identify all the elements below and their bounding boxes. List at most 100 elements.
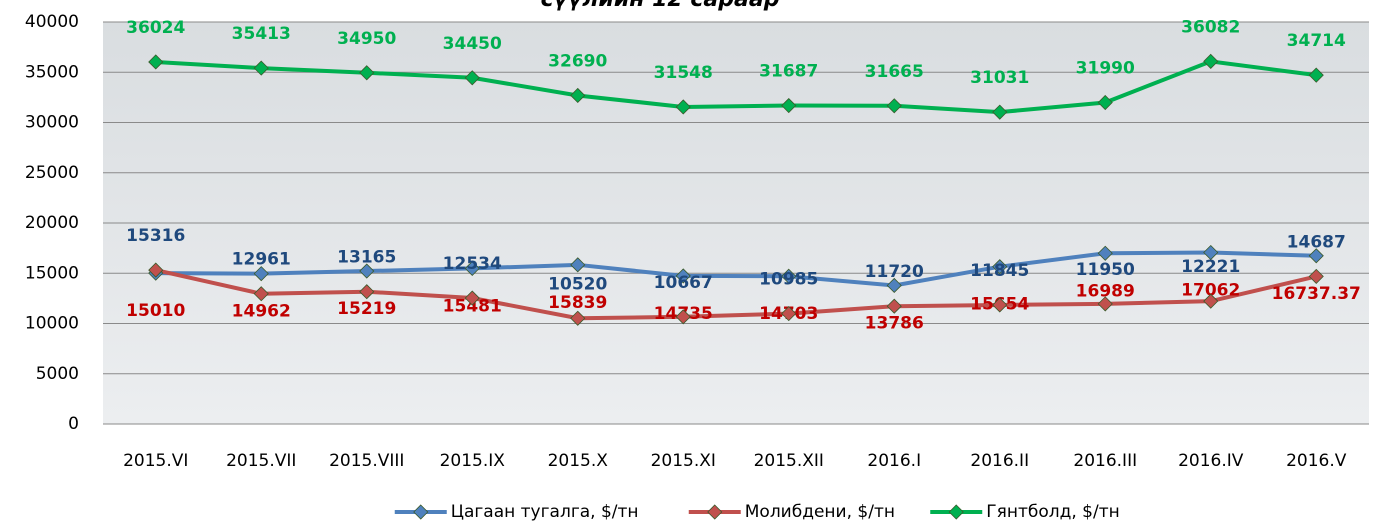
data-point	[359, 284, 375, 300]
y-tick-label: 15000	[25, 263, 79, 283]
x-tick-label: 2016.V	[1286, 451, 1347, 471]
data-point	[464, 70, 480, 86]
data-label: 14687	[1287, 232, 1346, 252]
chart-title: сүүлийн 12 сараар	[541, 0, 780, 12]
y-tick-label: 20000	[25, 213, 79, 233]
data-point	[992, 104, 1008, 120]
data-point	[359, 65, 375, 81]
x-tick-label: 2016.III	[1073, 451, 1137, 471]
legend-marker	[413, 504, 429, 520]
data-label: 35413	[232, 24, 291, 44]
data-label: 17062	[1181, 281, 1240, 301]
data-point	[1203, 244, 1219, 261]
data-point	[781, 97, 797, 114]
data-point	[464, 290, 480, 306]
x-tick-label: 2016.I	[867, 451, 921, 471]
x-tick-label: 2015.IX	[440, 451, 506, 471]
data-label: 14962	[232, 302, 291, 322]
data-label: 11720	[865, 262, 924, 282]
data-label: 13165	[337, 248, 396, 268]
legend-label: Гянтболд, $/тн	[986, 502, 1120, 522]
x-tick-label: 2016.II	[970, 451, 1029, 471]
y-tick-label: 35000	[25, 62, 79, 82]
data-label: 12961	[232, 250, 291, 270]
data-label: 31665	[865, 62, 924, 82]
data-point	[1097, 94, 1113, 111]
data-point	[992, 259, 1008, 275]
data-point	[1308, 268, 1324, 284]
data-point	[570, 257, 586, 273]
x-tick-label: 2015.XII	[754, 451, 824, 471]
data-point	[886, 98, 902, 114]
data-point	[464, 260, 480, 276]
y-tick-label: 0	[68, 414, 79, 434]
data-label: 16737.37	[1272, 284, 1361, 304]
data-point	[253, 266, 269, 282]
data-point	[1308, 67, 1324, 83]
data-label: 34714	[1287, 31, 1346, 51]
data-label: 31687	[759, 62, 818, 82]
data-point	[1308, 248, 1324, 264]
data-point	[675, 268, 691, 284]
x-tick-label: 2015.XI	[651, 451, 716, 471]
data-label: 12221	[1181, 257, 1240, 277]
data-label: 15219	[337, 299, 396, 319]
data-point	[1203, 293, 1219, 309]
data-point	[1097, 245, 1113, 261]
data-label: 31031	[970, 68, 1029, 88]
y-tick-label: 40000	[25, 12, 79, 32]
x-tick-label: 2015.VI	[123, 451, 188, 471]
data-label: 10520	[548, 274, 607, 294]
data-point	[148, 54, 164, 70]
data-label: 15481	[443, 296, 502, 316]
data-label: 36082	[1181, 17, 1240, 37]
data-point	[1097, 296, 1113, 312]
series-line	[155, 250, 1317, 288]
x-tick-label: 2015.VIII	[329, 451, 404, 471]
data-point	[253, 60, 269, 76]
data-label: 15839	[548, 293, 607, 313]
data-label: 15010	[126, 301, 185, 321]
legend-marker	[948, 504, 964, 520]
data-label: 31548	[654, 63, 713, 83]
x-tick-label: 2016.IV	[1178, 451, 1244, 471]
y-tick-label: 25000	[25, 163, 79, 183]
data-point	[781, 268, 797, 284]
data-label: 16989	[1076, 281, 1135, 301]
data-label: 31990	[1076, 59, 1135, 79]
data-label: 10667	[654, 273, 713, 293]
data-label: 11845	[970, 261, 1029, 281]
data-label: 32690	[548, 51, 607, 71]
data-point	[886, 298, 902, 314]
data-label: 15316	[126, 226, 185, 246]
legend-marker	[707, 504, 723, 520]
legend-label: Молибдени, $/тн	[745, 502, 895, 522]
data-point	[253, 286, 269, 302]
data-point	[675, 99, 691, 115]
data-label: 11950	[1076, 260, 1135, 280]
data-label: 34450	[443, 34, 502, 54]
x-tick-label: 2015.VII	[226, 451, 296, 471]
series-line	[155, 268, 1317, 321]
data-point	[570, 87, 586, 104]
data-point	[675, 309, 691, 325]
data-point	[1203, 53, 1219, 69]
data-point	[570, 310, 586, 326]
legend-label: Цагаан тугалга, $/тн	[451, 502, 639, 522]
data-point	[886, 277, 902, 294]
y-tick-label: 10000	[25, 314, 79, 334]
series-line	[155, 59, 1317, 115]
x-tick-label: 2015.X	[548, 451, 609, 471]
y-tick-label: 30000	[25, 113, 79, 133]
data-label: 34950	[337, 29, 396, 49]
data-point	[781, 306, 797, 322]
data-label: 12534	[443, 254, 502, 274]
data-point	[359, 263, 375, 279]
data-point	[148, 262, 164, 278]
y-tick-label: 5000	[36, 364, 79, 384]
data-label: 36024	[126, 18, 185, 38]
data-point	[992, 297, 1008, 313]
data-label: 13786	[865, 313, 924, 333]
data-label: 10985	[759, 270, 818, 290]
